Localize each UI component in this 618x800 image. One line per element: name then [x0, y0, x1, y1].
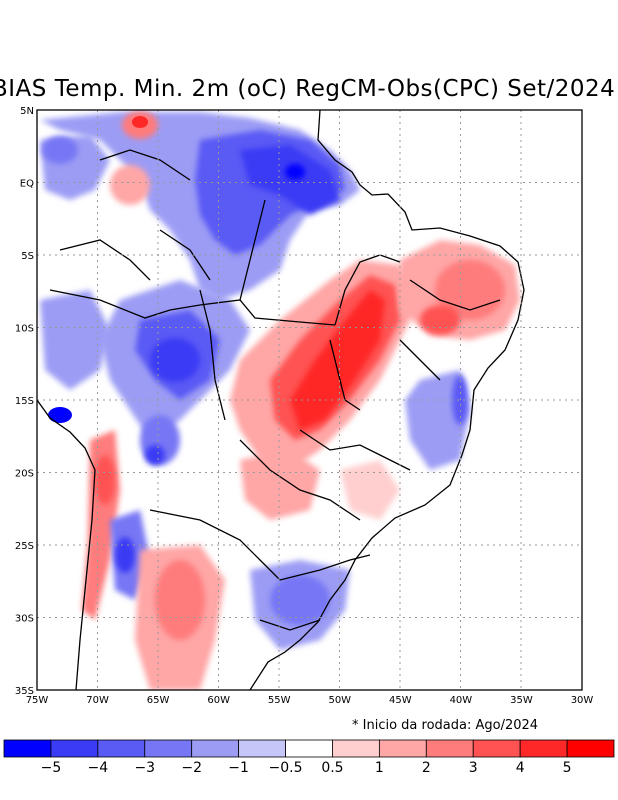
colorbar-swatch [425, 739, 474, 758]
colorbar-label: 4 [516, 760, 525, 776]
colorbar-swatch [97, 739, 146, 758]
colorbar-label: 5 [563, 760, 572, 776]
colorbar-swatch [191, 739, 240, 758]
bias-negative-amapa [240, 145, 340, 215]
lat-tick-25S: 25S [15, 541, 34, 552]
lon-tick-70W: 70W [86, 695, 109, 706]
lon-tick-35W: 35W [510, 695, 533, 706]
lat-tick-20S: 20S [15, 469, 34, 480]
colorbar-swatch [144, 739, 193, 758]
lon-tick-75W: 75W [26, 695, 49, 706]
lat-tick-labels: 5N EQ 5S 10S 15S 20S 25S 30S 35S [15, 106, 34, 697]
lat-tick-35S: 35S [15, 686, 34, 697]
colorbar-swatch [472, 739, 521, 758]
plot-frame [36, 109, 583, 691]
colorbar-label: −3 [134, 760, 155, 776]
lat-tick-30S: 30S [15, 614, 34, 625]
colorbar-swatch [50, 739, 99, 758]
colorbar-label: 3 [469, 760, 478, 776]
colorbar-swatch [378, 739, 427, 758]
colorbar-label: −2 [181, 760, 202, 776]
lat-tick-10S: 10S [15, 324, 34, 335]
colorbar-label: −0.5 [269, 760, 303, 776]
lon-tick-labels: 75W 70W 65W 60W 55W 50W 45W 40W 35W 30W [26, 695, 594, 706]
colorbar-swatch [285, 739, 333, 758]
colorbar-label: 1 [375, 760, 384, 776]
coastline-borders [37, 110, 525, 690]
colorbar-swatch [3, 739, 52, 758]
lon-tick-60W: 60W [207, 695, 230, 706]
lat-tick-EQ: EQ [20, 179, 34, 190]
colorbar-swatch [238, 739, 286, 758]
colorbar-swatch [519, 739, 568, 758]
gridlines [37, 110, 582, 690]
colorbar-label: −1 [228, 760, 249, 776]
lon-tick-45W: 45W [389, 695, 412, 706]
lat-tick-5N: 5N [20, 106, 34, 117]
lat-tick-5S: 5S [21, 251, 34, 262]
map-title: BIAS Temp. Min. 2m (oC) RegCM-Obs(CPC) S… [0, 76, 616, 102]
colorbar-label: 2 [422, 760, 431, 776]
lat-tick-15S: 15S [15, 396, 34, 407]
run-start-note: * Inicio da rodada: Ago/2024 [352, 718, 539, 733]
colorbar-label: −5 [41, 760, 62, 776]
lon-tick-30W: 30W [571, 695, 594, 706]
lon-tick-50W: 50W [328, 695, 351, 706]
colorbar-swatch [566, 739, 615, 758]
colorbar-label: 0.5 [321, 760, 343, 776]
lon-tick-65W: 65W [147, 695, 170, 706]
colorbar-swatch [332, 739, 380, 758]
colorbar-label: −4 [88, 760, 109, 776]
lon-tick-40W: 40W [450, 695, 473, 706]
lon-tick-55W: 55W [268, 695, 291, 706]
